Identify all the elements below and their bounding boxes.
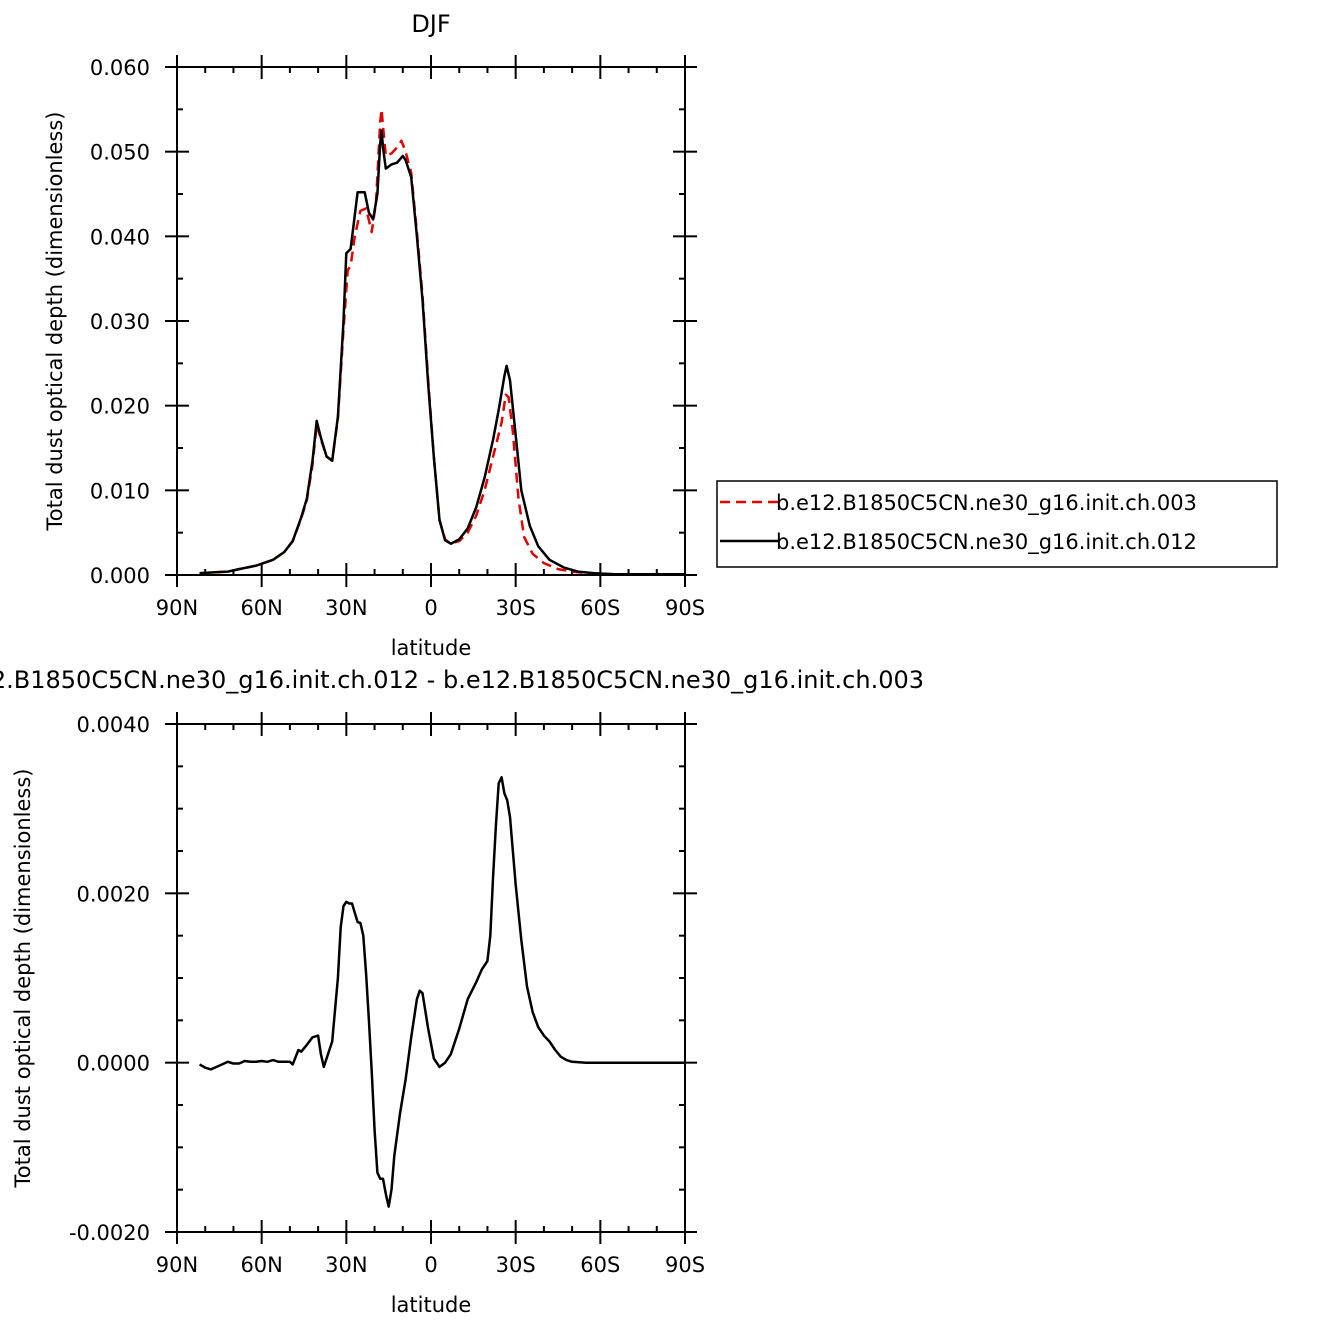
top-series-line-1 (199, 129, 685, 576)
top-y-tick-label: 0.030 (90, 310, 150, 334)
bottom-y-tick-labels: -0.0020 0.0000 0.0020 0.0040 (69, 713, 150, 1245)
bottom-x-tick-label: 30N (325, 1253, 367, 1277)
bottom-x-tick-label: 0 (424, 1253, 437, 1277)
bottom-series-lines (198, 776, 685, 1208)
top-y-tick-label: 0.060 (90, 56, 150, 80)
top-series-lines (199, 108, 685, 576)
bottom-x-axis-label: latitude (391, 1293, 472, 1317)
top-y-axis-label: Total dust optical depth (dimensionless) (43, 112, 67, 532)
bottom-x-tick-label: 90N (156, 1253, 198, 1277)
bottom-x-tick-label: 30S (496, 1253, 536, 1277)
top-x-tick-label: 90N (156, 596, 198, 620)
legend-box (716, 480, 1278, 568)
top-y-tick-labels: 0.000 0.010 0.020 0.030 0.040 0.050 0.060 (90, 56, 150, 588)
bottom-x-tick-label: 60N (240, 1253, 282, 1277)
bottom-x-tick-label: 60S (580, 1253, 620, 1277)
bottom-series-line-0 (198, 776, 685, 1208)
bottom-x-tick-label: 90S (665, 1253, 705, 1277)
legend: b.e12.B1850C5CN.ne30_g16.init.ch.003 b.e… (716, 480, 1278, 568)
top-y-tick-label: 0.010 (90, 479, 150, 503)
bottom-y-tick-label: 0.0000 (77, 1052, 150, 1076)
top-x-tick-label: 90S (665, 596, 705, 620)
top-series-line-0 (199, 108, 685, 576)
top-x-axis-label: latitude (391, 636, 472, 660)
top-panel: DJF 0.0000.0100.0200.0300.0400.0500.060 … (43, 10, 705, 660)
top-x-tick-label: 60N (240, 596, 282, 620)
bottom-y-tick-label: 0.0020 (77, 882, 150, 906)
top-axes-ticks (165, 55, 697, 587)
top-y-tick-label: 0.020 (90, 395, 150, 419)
top-x-tick-label: 30S (496, 596, 536, 620)
bottom-plot-frame (176, 723, 686, 1233)
bottom-axes-ticks (165, 712, 697, 1244)
top-y-tick-label: 0.050 (90, 141, 150, 165)
bottom-panel: b.e12.B1850C5CN.ne30_g16.init.ch.012 - b… (0, 666, 924, 1317)
top-y-tick-label: 0.000 (90, 564, 150, 588)
legend-label-ch012: b.e12.B1850C5CN.ne30_g16.init.ch.012 (776, 530, 1197, 555)
top-plot-frame (176, 66, 686, 576)
top-y-tick-label: 0.040 (90, 225, 150, 249)
legend-label-ch003: b.e12.B1850C5CN.ne30_g16.init.ch.003 (776, 491, 1197, 516)
bottom-y-axis-label: Total dust optical depth (dimensionless) (11, 769, 35, 1189)
top-chart-title: DJF (411, 10, 450, 38)
bottom-y-tick-label: -0.0020 (69, 1221, 150, 1245)
bottom-chart-title: b.e12.B1850C5CN.ne30_g16.init.ch.012 - b… (0, 666, 924, 694)
top-x-tick-label: 60S (580, 596, 620, 620)
bottom-x-tick-labels: 90N 60N 30N 0 30S 60S 90S (156, 1253, 705, 1277)
top-x-tick-label: 30N (325, 596, 367, 620)
top-x-tick-labels: 90N 60N 30N 0 30S 60S 90S (156, 596, 705, 620)
top-x-tick-label: 0 (424, 596, 437, 620)
bottom-y-tick-label: 0.0040 (77, 713, 150, 737)
